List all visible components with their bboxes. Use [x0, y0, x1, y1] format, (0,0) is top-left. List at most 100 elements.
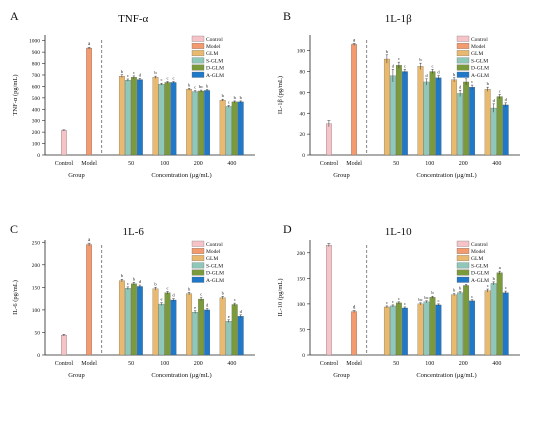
x-tick-label: Control — [55, 161, 74, 167]
legend-swatch — [456, 43, 470, 49]
bar-s-glm — [490, 283, 497, 356]
x-axis-label-concentration: Concentration (μg/mL) — [416, 172, 476, 179]
significance-letter: b — [459, 286, 462, 291]
panel-letter: A — [10, 9, 19, 23]
significance-letter: c — [133, 70, 135, 75]
significance-letter: b — [453, 72, 456, 77]
bar-control — [325, 244, 332, 356]
y-tick-label: 50 — [300, 327, 306, 333]
y-tick-label: 80 — [300, 70, 306, 76]
legend-swatch — [191, 43, 205, 49]
bar-d-glm — [130, 77, 137, 156]
y-tick-label: 200 — [297, 251, 306, 257]
bar-a-glm — [204, 309, 211, 356]
x-tick-label: 200 — [194, 361, 203, 367]
legend-label: D-GLM — [471, 271, 489, 277]
significance-letter: c — [432, 63, 434, 68]
significance-letter: d — [437, 70, 440, 75]
significance-letter: c — [194, 85, 196, 90]
bar-s-glm — [389, 305, 396, 356]
legend-swatch — [456, 255, 470, 262]
y-axis-label: IL-1β (pg/mL) — [277, 76, 284, 114]
y-tick-label: 800 — [32, 62, 41, 68]
significance-letter: d — [206, 303, 209, 308]
significance-letter: a — [88, 238, 91, 243]
significance-letter: c — [505, 285, 507, 290]
x-tick-label: 400 — [492, 361, 501, 367]
significance-letter: b — [431, 290, 434, 295]
legend-swatch — [456, 276, 470, 283]
bar-a-glm — [435, 304, 442, 356]
legend-label: S-GLM — [206, 263, 223, 269]
bar-a-glm — [502, 292, 509, 356]
bar-a-glm — [170, 299, 177, 356]
bar-d-glm — [395, 65, 402, 156]
significance-letter: b — [154, 70, 157, 75]
bar-s-glm — [457, 292, 464, 356]
bar-s-glm — [225, 321, 232, 356]
legend-label: S-GLM — [471, 263, 488, 269]
y-tick-label: 200 — [32, 130, 41, 136]
bar-a-glm — [136, 79, 143, 156]
panel-C: C 1L-6 0 50 100 150 200 250 IL-6 (pg/mL) Control a… — [10, 222, 255, 379]
y-tick-label: 0 — [302, 353, 305, 359]
bar-a-glm — [237, 316, 244, 356]
y-axis-label: IL-10 (pg/mL) — [277, 278, 284, 316]
legend-swatch — [456, 57, 470, 64]
x-tick-label: 100 — [160, 161, 169, 167]
y-tick-label: 300 — [32, 119, 41, 125]
bar-d-glm — [231, 101, 238, 156]
bar-d-glm — [496, 96, 503, 156]
x-tick-label: 100 — [425, 361, 434, 367]
legend-swatch — [191, 269, 205, 276]
significance-letter: c — [392, 299, 394, 304]
x-tick-label: 200 — [459, 361, 468, 367]
significance-letter: b — [121, 273, 124, 278]
legend-label: GLM — [206, 256, 218, 262]
significance-letter: d — [493, 98, 496, 103]
significance-letter: e — [228, 314, 230, 319]
significance-letter: b — [493, 276, 496, 281]
bar-glm — [451, 294, 458, 356]
significance-letter: b — [133, 276, 136, 281]
legend-swatch — [456, 50, 470, 57]
y-axis-label: IL-6 (pg/mL) — [12, 280, 19, 315]
significance-letter: bc — [418, 297, 422, 302]
significance-letter: c — [173, 76, 175, 81]
significance-letter: c — [499, 88, 501, 93]
legend-label: A-GLM — [206, 73, 224, 79]
y-tick-label: 20 — [300, 132, 306, 138]
x-axis-label-concentration: Concentration (μg/mL) — [416, 372, 476, 379]
legend-swatch — [456, 248, 470, 254]
y-tick-label: 700 — [32, 73, 41, 79]
y-tick-label: 0 — [302, 153, 305, 159]
y-tick-label: 100 — [32, 308, 41, 314]
x-axis-label-concentration: Concentration (μg/mL) — [151, 372, 211, 379]
bar-s-glm — [423, 301, 430, 356]
legend-label: Control — [471, 242, 488, 248]
bar-a-glm — [170, 82, 177, 156]
y-tick-label: 150 — [32, 285, 41, 291]
bar-a-glm — [204, 90, 211, 156]
significance-letter: c — [167, 285, 169, 290]
x-axis-label-group: Group — [333, 172, 350, 179]
y-tick-label: 50 — [35, 330, 41, 336]
bar-a-glm — [502, 104, 509, 156]
bar-d-glm — [198, 298, 205, 356]
bar-glm — [152, 288, 159, 356]
significance-letter: d — [459, 84, 462, 89]
legend-swatch — [191, 64, 205, 71]
x-tick-label: 400 — [492, 161, 501, 167]
significance-letter: b — [222, 290, 225, 295]
bar-d-glm — [496, 272, 503, 356]
bar-d-glm — [463, 285, 470, 356]
legend-swatch — [456, 35, 470, 42]
significance-letter: b — [188, 286, 191, 291]
bar-s-glm — [158, 303, 165, 356]
x-tick-label: Model — [346, 361, 362, 367]
legend-label: Control — [206, 242, 223, 248]
x-tick-label: 200 — [194, 161, 203, 167]
significance-letter: b — [234, 95, 237, 100]
significance-letter: bc — [424, 295, 428, 300]
significance-letter: c — [404, 63, 406, 68]
